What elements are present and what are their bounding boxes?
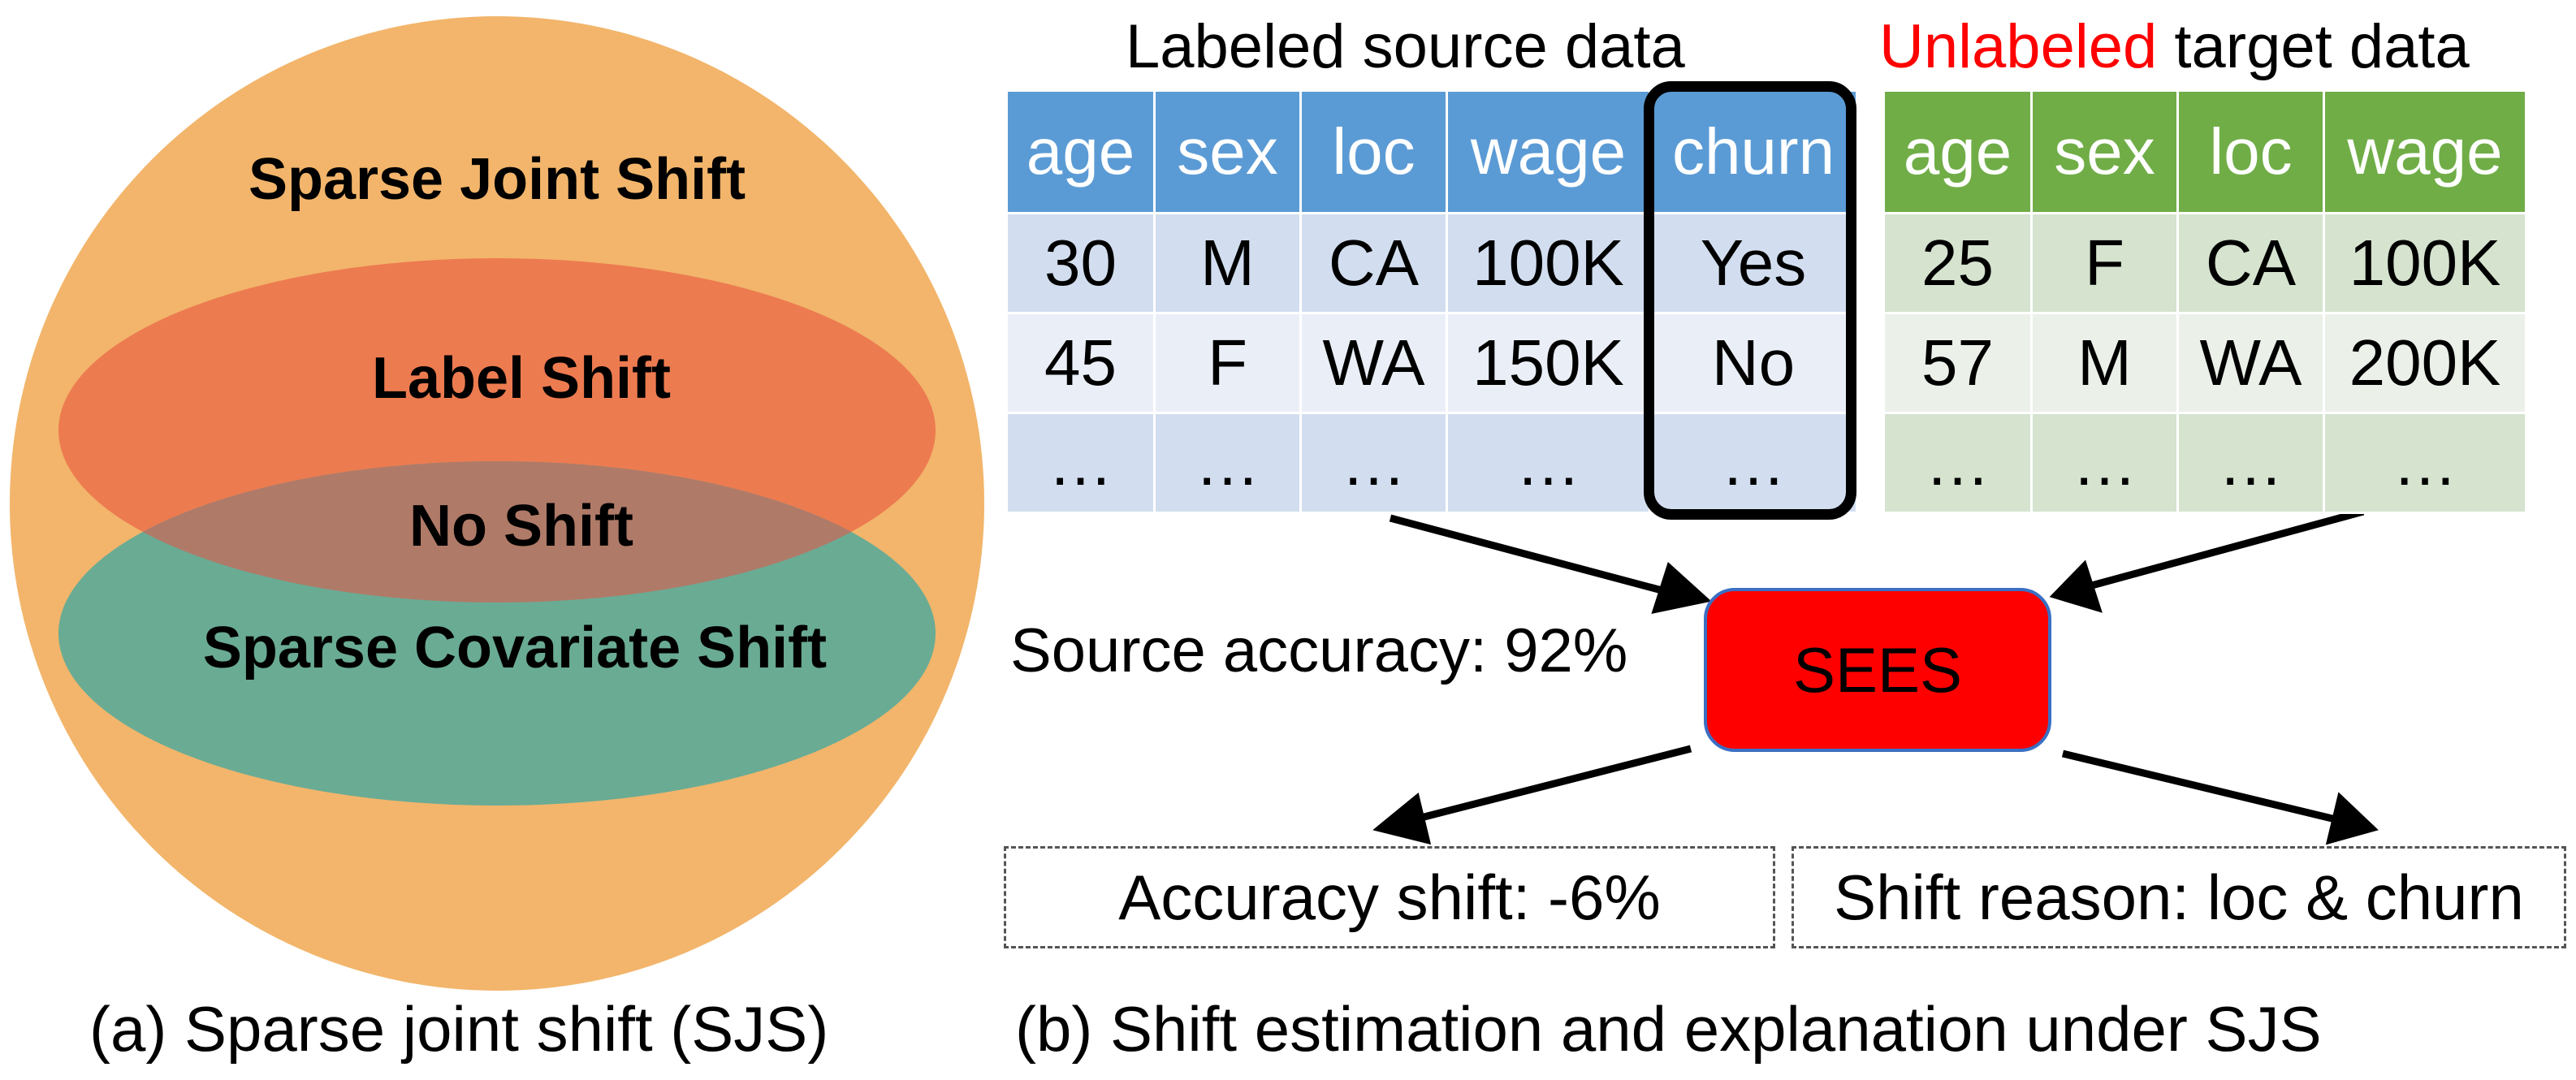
table-cell: Yes [1649, 212, 1858, 314]
table-cell: … [2030, 412, 2179, 514]
table-cell: F [1153, 312, 1302, 414]
table-cell: No [1649, 312, 1858, 414]
caption-panel-a: (a) Sparse joint shift (SJS) [89, 993, 829, 1065]
arrow-sees-to-accuracy-head [1372, 792, 1432, 845]
table-cell: 150K [1446, 312, 1651, 414]
table-cell: 25 [1882, 212, 2033, 314]
table-cell: … [2323, 412, 2527, 514]
target-header-loc: loc [2176, 89, 2325, 214]
table-row: … … … … [1882, 412, 2527, 514]
table-cell: … [1153, 412, 1302, 514]
caption-panel-b: (b) Shift estimation and explanation und… [1015, 993, 2322, 1065]
arrow-sees-to-accuracy [1410, 745, 1692, 824]
arrow-sees-to-reason [2061, 750, 2340, 824]
arrow-target-to-sees-head [2049, 559, 2103, 613]
target-header-wage: wage [2323, 89, 2527, 214]
sparse-joint-shift-label: Sparse Joint Shift [249, 147, 746, 212]
table-cell: 45 [1005, 312, 1156, 414]
flow-arrows [1372, 508, 2379, 845]
arrow-source-to-sees-head [1651, 561, 1712, 614]
label-shift-label: Label Shift [372, 346, 671, 411]
target-data-title: Unlabeled target data [1879, 11, 2470, 82]
table-row: 25 F CA 100K [1882, 212, 2527, 314]
unlabeled-highlight: Unlabeled [1879, 12, 2158, 81]
table-cell: 200K [2323, 312, 2527, 414]
target-title-rest: target data [2157, 12, 2470, 81]
table-cell: M [1153, 212, 1302, 314]
arrow-target-to-sees [2087, 508, 2365, 590]
no-shift-label: No Shift [409, 494, 633, 559]
shift-reason-text: Shift reason: loc & churn [1834, 861, 2524, 933]
source-header-sex: sex [1153, 89, 1302, 214]
sparse-covariate-shift-label: Sparse Covariate Shift [203, 616, 827, 680]
table-cell: 30 [1005, 212, 1156, 314]
sees-model-box: SEES [1704, 588, 2051, 752]
churn-column-highlight [1644, 81, 1856, 520]
accuracy-shift-box: Accuracy shift: -6% [1004, 846, 1775, 948]
table-cell: 100K [2323, 212, 2527, 314]
source-header-loc: loc [1299, 89, 1448, 214]
table-cell: CA [2176, 212, 2325, 314]
table-cell: … [1446, 412, 1651, 514]
source-accuracy-text: Source accuracy: 92% [1010, 616, 1628, 685]
table-cell: 100K [1446, 212, 1651, 314]
table-row: 30 M CA 100K Yes [1005, 212, 1858, 314]
table-cell: … [1005, 412, 1156, 514]
target-header-sex: sex [2030, 89, 2179, 214]
source-header-churn: churn [1649, 89, 1858, 214]
table-row: 45 F WA 150K No [1005, 312, 1858, 414]
table-cell: F [2030, 212, 2179, 314]
no-shift-overlap [58, 461, 936, 603]
source-header-age: age [1005, 89, 1156, 214]
table-cell: 57 [1882, 312, 2033, 414]
arrow-sees-to-reason-head [2325, 792, 2379, 845]
table-cell: … [1882, 412, 2033, 514]
table-cell: WA [2176, 312, 2325, 414]
shift-reason-box: Shift reason: loc & churn [1792, 846, 2566, 948]
source-data-title: Labeled source data [1126, 12, 1685, 81]
accuracy-shift-text: Accuracy shift: -6% [1118, 861, 1661, 933]
table-cell: M [2030, 312, 2179, 414]
table-cell: CA [1299, 212, 1448, 314]
table-row: 57 M WA 200K [1882, 312, 2527, 414]
source-data-table: age sex loc wage churn 30 M CA 100K Yes … [1005, 89, 1858, 514]
table-cell: WA [1299, 312, 1448, 414]
sees-label: SEES [1792, 633, 1963, 706]
table-cell: … [2176, 412, 2325, 514]
table-cell: … [1299, 412, 1448, 514]
source-header-wage: wage [1446, 89, 1651, 214]
target-data-table: age sex loc wage 25 F CA 100K 57 M WA 20… [1882, 89, 2527, 514]
target-header-age: age [1882, 89, 2033, 214]
arrow-source-to-sees [1389, 514, 1666, 595]
table-cell: … [1649, 412, 1858, 514]
